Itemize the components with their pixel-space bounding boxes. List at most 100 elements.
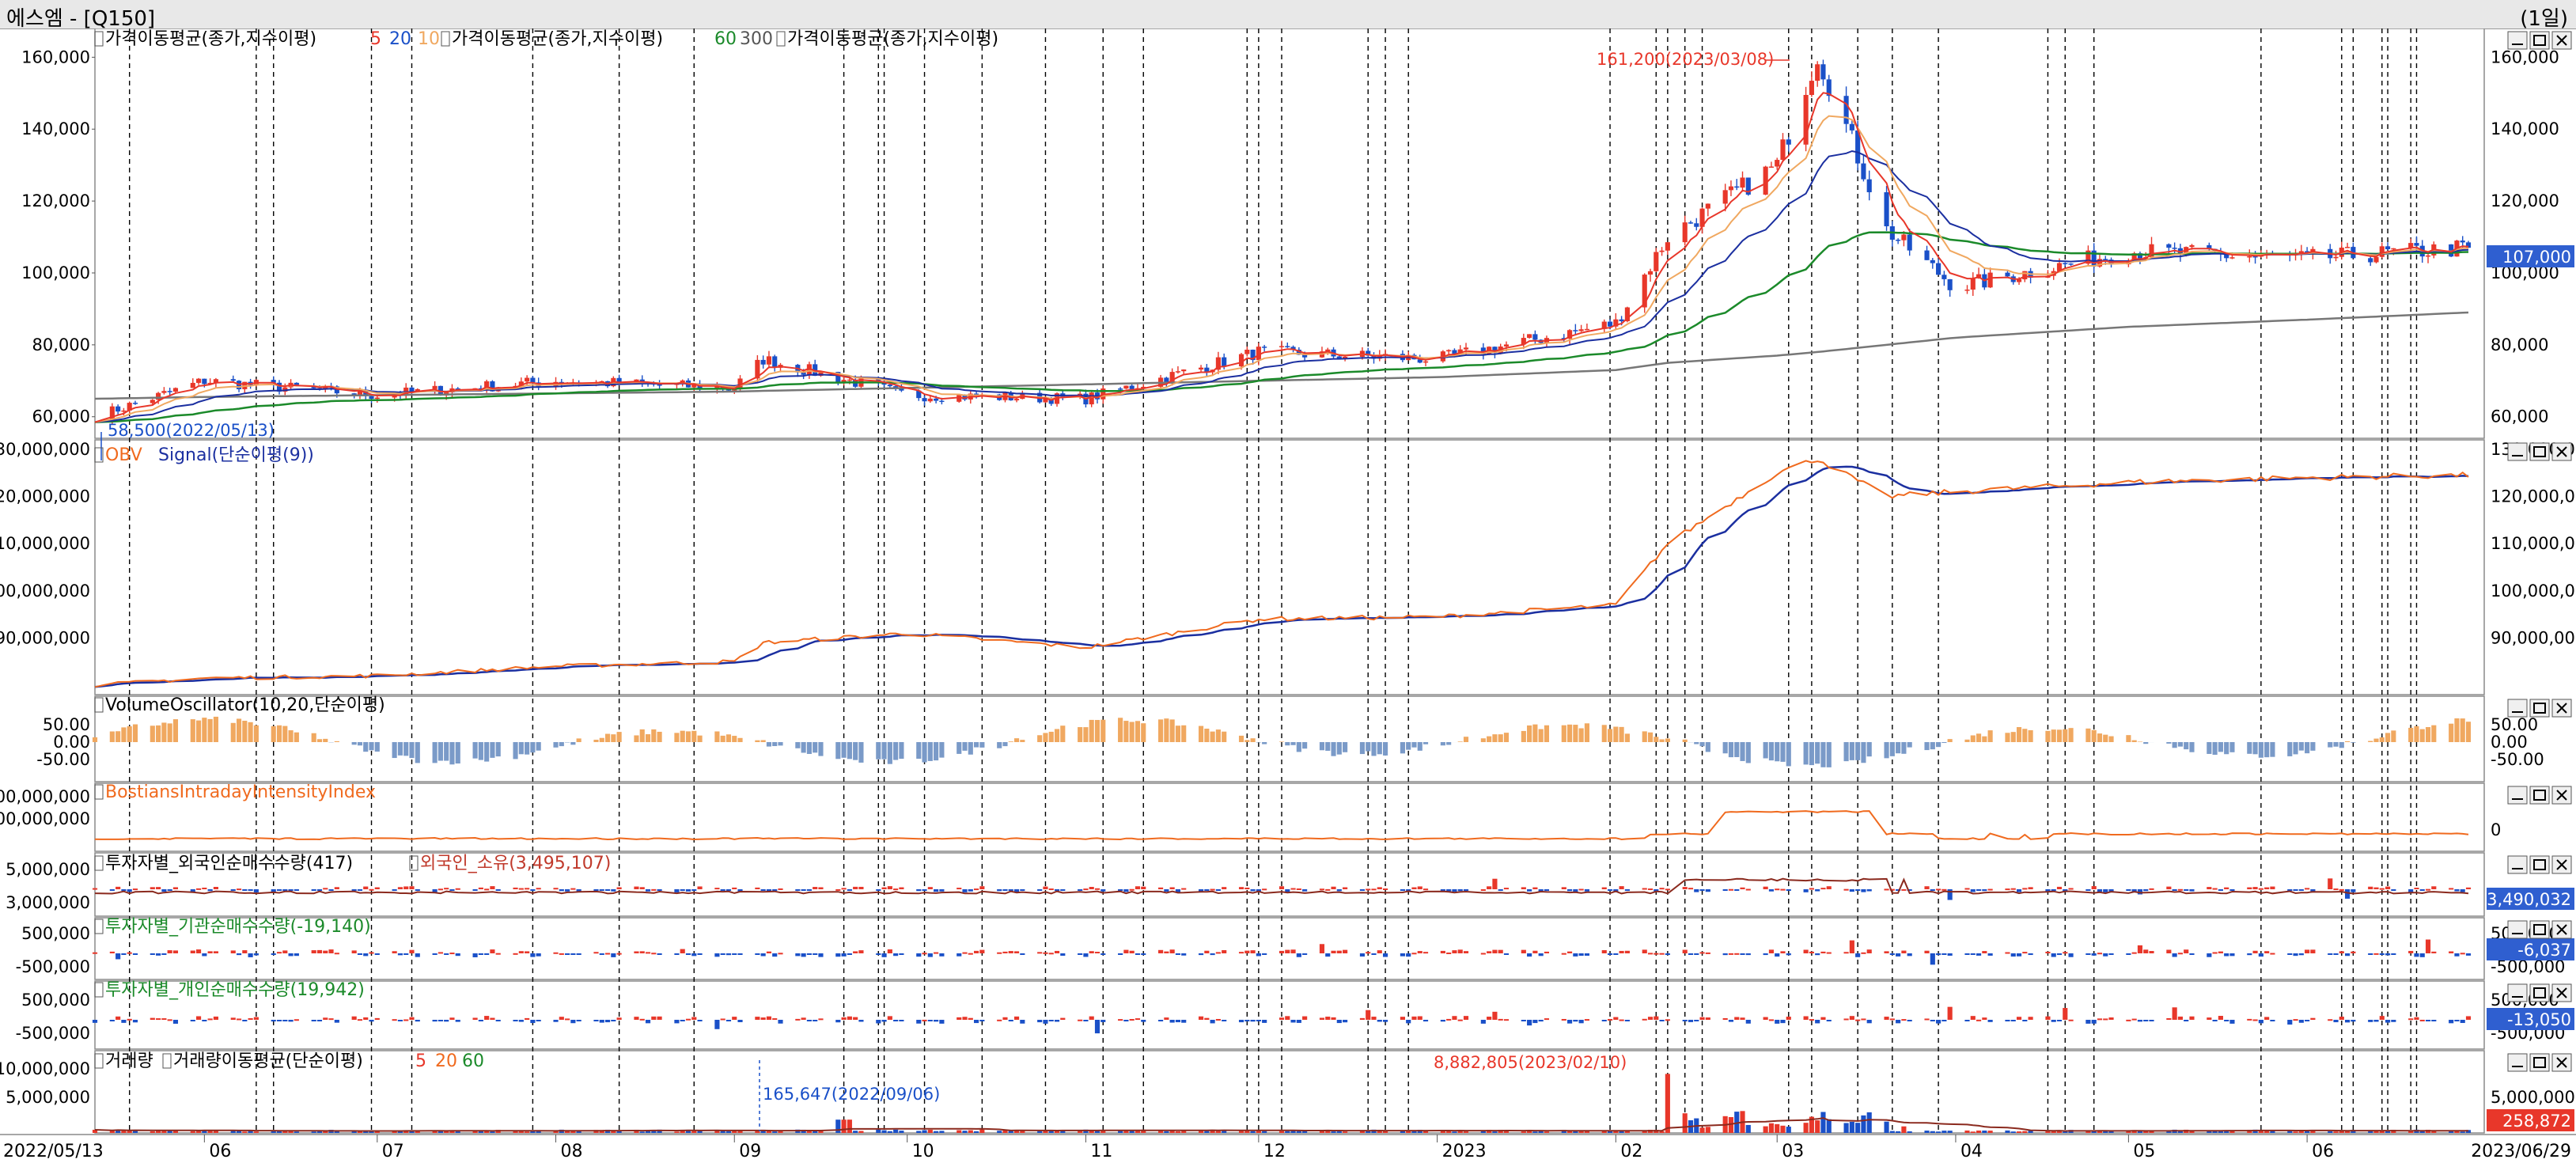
vosc-bar <box>979 742 985 748</box>
investor-bar <box>1901 950 1907 953</box>
investor-bar <box>1302 953 1308 955</box>
investor-bar <box>2345 889 2351 899</box>
legend-checkbox-icon[interactable] <box>94 919 104 934</box>
legend-checkbox-icon[interactable] <box>94 982 104 998</box>
investor-bar <box>732 953 737 955</box>
investor-bar <box>525 1017 530 1020</box>
panel-max-button[interactable] <box>2529 1053 2550 1072</box>
vosc-tick-left: 50.00 <box>43 715 90 734</box>
panel-max-button[interactable] <box>2529 31 2550 50</box>
legend-checkbox-icon[interactable] <box>94 31 104 47</box>
candle-body <box>311 386 316 388</box>
investor-bar <box>415 889 420 891</box>
investor-bar <box>1463 889 1469 891</box>
investor-bar <box>374 887 380 889</box>
candle-body <box>1521 338 1526 345</box>
volume-bar <box>2166 1131 2172 1133</box>
vosc-bar <box>922 742 927 763</box>
panel-max-button[interactable] <box>2529 786 2550 805</box>
panel-min-button[interactable] <box>2507 31 2528 50</box>
panel-min-button[interactable] <box>2507 786 2528 805</box>
legend-checkbox-icon[interactable] <box>776 31 786 47</box>
volume-bar <box>1204 1131 1210 1133</box>
foreign-bars-tick-left: 5,000,000 <box>6 860 90 879</box>
investor-bar <box>1043 952 1048 954</box>
investor-bar <box>2270 886 2275 889</box>
panel-min-button[interactable] <box>2507 442 2528 461</box>
x-end-label: 2023/06/29 <box>2471 1142 2571 1161</box>
investor-bar <box>1521 949 1526 953</box>
volume-bar <box>1440 1130 1445 1133</box>
investor-bar <box>478 1020 483 1021</box>
legend-checkbox-icon[interactable] <box>94 855 104 871</box>
investor-bar <box>2068 1019 2074 1021</box>
vosc-bar <box>1141 723 1146 742</box>
panel-max-button[interactable] <box>2529 855 2550 874</box>
legend-checkbox-icon[interactable] <box>441 31 450 47</box>
x-tick-label: 08 <box>561 1142 583 1161</box>
vosc-bar <box>974 742 979 748</box>
vosc-bar <box>2207 742 2212 754</box>
investor-bar <box>1970 1016 1976 1020</box>
vosc-bar <box>484 742 490 762</box>
investor-bar <box>472 953 478 957</box>
investor-bar <box>732 1017 737 1020</box>
volume-bar <box>518 1131 524 1133</box>
candle-body <box>801 372 806 375</box>
candle-body <box>2005 272 2010 277</box>
volume-bar <box>2045 1130 2051 1133</box>
investor-bar <box>1290 949 1296 953</box>
inst-bars <box>92 939 2472 965</box>
candle-body <box>127 403 132 411</box>
candle-body <box>455 388 460 390</box>
candle-body <box>1198 367 1204 370</box>
candle-body <box>841 380 847 383</box>
indiv-bars <box>92 1006 2472 1034</box>
volume-bar <box>415 1131 420 1133</box>
legend-checkbox-icon[interactable] <box>162 1053 172 1069</box>
investor-bar <box>1319 944 1325 953</box>
vosc-bar <box>934 742 939 761</box>
legend-checkbox-icon[interactable] <box>94 784 104 800</box>
volume-bar <box>778 1131 783 1133</box>
panel-max-button[interactable] <box>2529 442 2550 461</box>
investor-bar <box>616 1017 622 1020</box>
investor-bar <box>2131 952 2137 954</box>
investor-bar <box>2345 1020 2351 1023</box>
candle-body <box>1647 271 1654 275</box>
investor-bar <box>1763 1017 1768 1020</box>
volume-bar <box>1665 1074 1670 1133</box>
legend-checkbox-icon[interactable] <box>94 447 104 463</box>
panel-max-button[interactable] <box>2529 699 2550 718</box>
legend-checkbox-icon[interactable] <box>94 697 104 713</box>
investor-bar <box>1359 1017 1366 1020</box>
investor-bar <box>2373 1020 2379 1022</box>
panel-min-button[interactable] <box>2507 920 2528 939</box>
investor-bar <box>1884 1017 1889 1020</box>
panel-min-button[interactable] <box>2507 699 2528 718</box>
investor-bar <box>565 889 570 892</box>
vosc-bar <box>1054 729 1060 742</box>
volume-bar <box>1037 1131 1043 1133</box>
vosc-bar <box>1204 729 1210 742</box>
investor-bar <box>1584 889 1589 892</box>
panel-min-button[interactable] <box>2507 983 2528 1002</box>
candle-body <box>691 384 697 388</box>
panel-max-button[interactable] <box>2529 983 2550 1002</box>
investor-bar <box>1377 887 1382 889</box>
panel-min-button[interactable] <box>2507 855 2528 874</box>
panel-min-button[interactable] <box>2507 1053 2528 1072</box>
investor-bar <box>2103 953 2108 957</box>
volume-bar <box>1728 1116 1734 1133</box>
legend-checkbox-icon[interactable] <box>94 1053 104 1069</box>
candle-body <box>2131 253 2137 261</box>
investor-bar <box>1343 887 1348 889</box>
panel-max-button[interactable] <box>2529 920 2550 939</box>
vosc-bar <box>1532 724 1538 742</box>
investor-bar <box>1411 1016 1417 1020</box>
volume-bar <box>1820 1112 1826 1133</box>
investor-bar <box>801 1017 806 1020</box>
legend-checkbox-icon[interactable] <box>409 855 419 871</box>
